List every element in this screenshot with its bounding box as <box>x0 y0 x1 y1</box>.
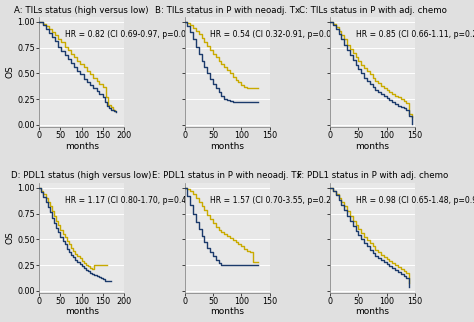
Text: HR = 1.57 (CI 0.70-3.55, p=0.28): HR = 1.57 (CI 0.70-3.55, p=0.28) <box>210 196 339 205</box>
X-axis label: months: months <box>64 142 99 151</box>
Text: HR = 0.85 (CI 0.66-1.11, p=0.25): HR = 0.85 (CI 0.66-1.11, p=0.25) <box>356 30 474 39</box>
Text: HR = 1.17 (CI 0.80-1.70, p=0.42): HR = 1.17 (CI 0.80-1.70, p=0.42) <box>65 196 194 205</box>
Title: D: PDL1 status (high versus low): D: PDL1 status (high versus low) <box>11 171 152 180</box>
Y-axis label: OS: OS <box>6 65 15 78</box>
Text: HR = 0.54 (CI 0.32-0.91, p=0.02): HR = 0.54 (CI 0.32-0.91, p=0.02) <box>210 30 339 39</box>
X-axis label: months: months <box>210 142 244 151</box>
Text: HR = 0.98 (CI 0.65-1.48, p=0.92): HR = 0.98 (CI 0.65-1.48, p=0.92) <box>356 196 474 205</box>
Y-axis label: OS: OS <box>6 232 15 244</box>
Title: A: TILs status (high versus low): A: TILs status (high versus low) <box>14 5 149 14</box>
X-axis label: months: months <box>210 308 244 317</box>
X-axis label: months: months <box>64 308 99 317</box>
Text: HR = 0.82 (CI 0.69-0.97, p=0.02): HR = 0.82 (CI 0.69-0.97, p=0.02) <box>65 30 193 39</box>
Title: C: TILs status in P with adj. chemo: C: TILs status in P with adj. chemo <box>299 5 447 14</box>
X-axis label: months: months <box>356 308 390 317</box>
Title: E: PDL1 status in P with neoadj. Tx: E: PDL1 status in P with neoadj. Tx <box>152 171 302 180</box>
Title: B: TILs status in P with neoadj. Tx: B: TILs status in P with neoadj. Tx <box>155 5 300 14</box>
Title: F: PDL1 status in P with adj. chemo: F: PDL1 status in P with adj. chemo <box>297 171 448 180</box>
X-axis label: months: months <box>356 142 390 151</box>
